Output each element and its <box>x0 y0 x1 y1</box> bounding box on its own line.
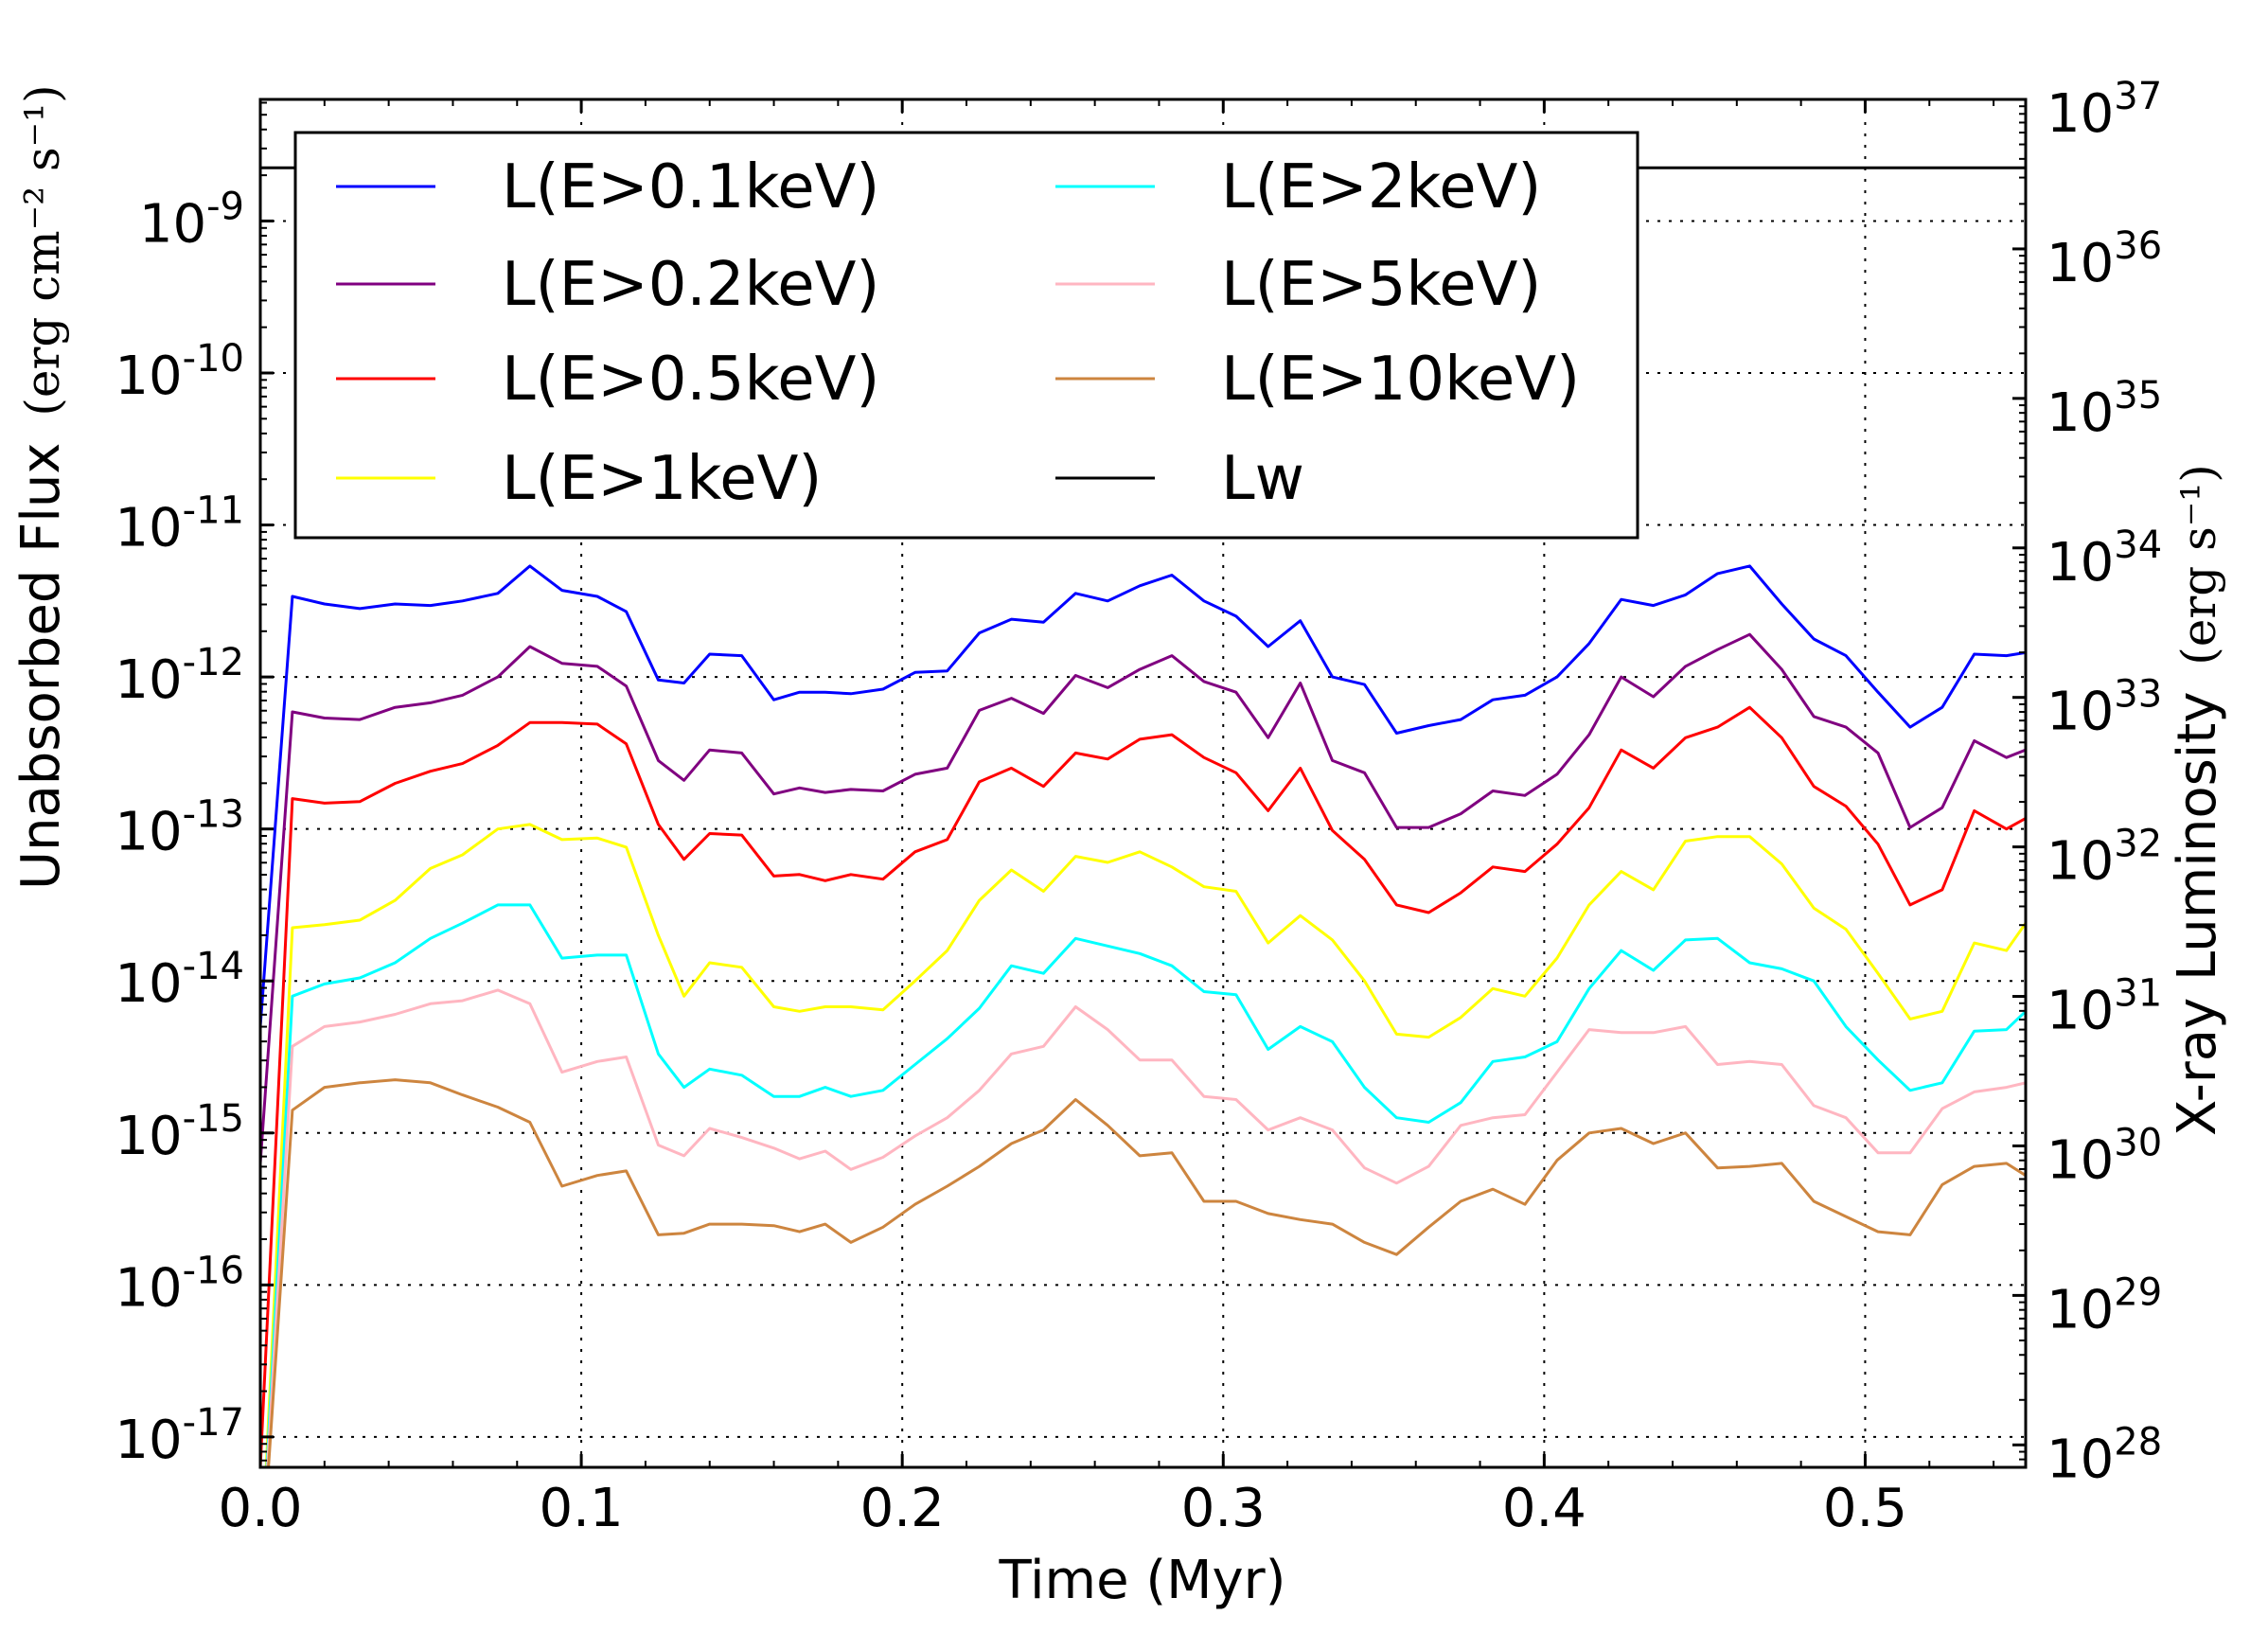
left-axis-title: Unabsorbed Flux (erg cm⁻² s⁻¹) <box>10 84 72 890</box>
legend-item: L(E>0.1keV) <box>336 152 879 222</box>
series-line-l-e-2kev <box>265 903 2026 1467</box>
legend-item: L(E>5keV) <box>1055 250 1541 320</box>
x-axis-ticks: 0.0 0.1 0.2 0.3 0.4 0.5 <box>218 99 1995 1539</box>
left-tick-label: 10-15 <box>115 1097 244 1167</box>
x-tick-label: 0.4 <box>1502 1478 1586 1539</box>
legend-item: L(E>2keV) <box>1055 152 1541 222</box>
legend-item: L(E>0.2keV) <box>336 250 879 320</box>
left-tick-label: 10-9 <box>139 185 244 255</box>
right-tick-label: 1034 <box>2047 524 2162 594</box>
left-tick-label: 10-10 <box>115 337 244 407</box>
x-axis-title: Time (Myr) <box>998 1550 1285 1611</box>
series-line-l-e-0-5kev <box>260 705 2026 1467</box>
legend-item: Lw <box>1055 444 1304 514</box>
legend-item: L(E>0.5keV) <box>336 345 879 415</box>
legend-label: L(E>5keV) <box>1221 250 1541 320</box>
series-line-l-e-10kev <box>267 1078 2026 1467</box>
legend-item: L(E>1keV) <box>336 444 822 514</box>
x-tick-label: 0.1 <box>540 1478 624 1539</box>
x-tick-label: 0.3 <box>1181 1478 1266 1539</box>
right-axis-title-text: X-ray Luminosity (erg s⁻¹) <box>2167 464 2228 1136</box>
right-tick-label: 1028 <box>2047 1420 2162 1490</box>
right-tick-label: 1033 <box>2047 673 2162 743</box>
right-tick-label: 1036 <box>2047 224 2162 294</box>
x-tick-label: 0.0 <box>218 1478 302 1539</box>
right-axis-ticks: 1037 1036 1035 1034 1033 1032 1031 1030 1029 1028 <box>2012 75 2162 1490</box>
left-tick-label: 10-11 <box>115 489 244 559</box>
legend-item: L(E>10keV) <box>1055 345 1580 415</box>
left-tick-label: 10-14 <box>115 945 244 1015</box>
right-tick-label: 1031 <box>2047 972 2162 1042</box>
left-axis-ticks: 10-9 10-10 10-11 10-12 10-13 10-14 10-15 10-16 1… <box>115 101 274 1471</box>
legend-label: L(E>0.5keV) <box>502 345 879 415</box>
series-lines <box>260 166 2026 1467</box>
series-line-l-e-5kev <box>266 988 2026 1467</box>
legend-label: L(E>0.2keV) <box>502 250 879 320</box>
right-tick-label: 1035 <box>2047 374 2162 444</box>
right-tick-label: 1029 <box>2047 1270 2162 1340</box>
x-tick-label: 0.2 <box>860 1478 945 1539</box>
right-tick-label: 1037 <box>2047 75 2162 145</box>
right-tick-label: 1030 <box>2047 1121 2162 1191</box>
left-tick-label: 10-16 <box>115 1249 244 1319</box>
left-tick-label: 10-13 <box>115 793 244 863</box>
legend-label: L(E>10keV) <box>1221 345 1580 415</box>
legend-box <box>293 131 1639 540</box>
legend: L(E>0.1keV) L(E>0.2keV) L(E>0.5keV) L(E>1ke… <box>293 131 1639 540</box>
legend-label: L(E>1keV) <box>502 444 822 514</box>
legend-label: Lw <box>1221 444 1304 514</box>
left-tick-label: 10-12 <box>115 641 244 711</box>
legend-label: L(E>0.1keV) <box>502 152 879 222</box>
series-line-l-e-0-1kev <box>260 564 2026 1027</box>
x-tick-label: 0.5 <box>1823 1478 1907 1539</box>
series-line-l-e-0-2kev <box>260 632 2026 1164</box>
legend-label: L(E>2keV) <box>1221 152 1541 222</box>
left-axis-title-text: Unabsorbed Flux (erg cm⁻² s⁻¹) <box>10 84 72 890</box>
right-axis-title: X-ray Luminosity (erg s⁻¹) <box>2167 464 2228 1136</box>
right-tick-label: 1032 <box>2047 823 2162 893</box>
left-tick-label: 10-17 <box>115 1401 244 1471</box>
series-line-l-e-1kev <box>264 823 2026 1467</box>
series-clip-group <box>260 166 2026 1467</box>
